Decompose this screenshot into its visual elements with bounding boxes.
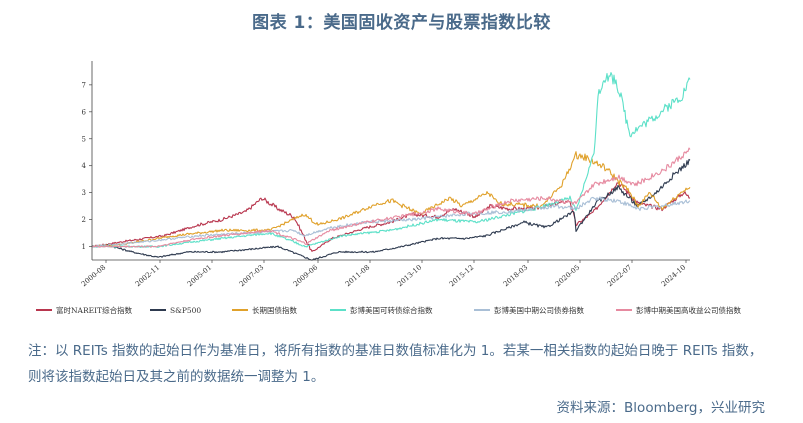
y-tick-label: 1 [82, 243, 86, 251]
legend-label-4: 彭博美国中期公司债券指数 [494, 305, 584, 315]
plot-layer [91, 72, 691, 261]
series-line-1 [91, 158, 691, 261]
legend: 富时NAREIT综合指数 S&P500 长期国债指数 彭博美国可转债综合指数 彭博美国中… [36, 305, 741, 315]
series-line-5 [91, 147, 691, 248]
y-tick-label: 2 [82, 216, 86, 224]
legend-label-1: S&P500 [170, 306, 201, 315]
x-tick-label: 2015-12 [448, 263, 475, 288]
data-source: 资料来源：Bloomberg，兴业研究 [556, 400, 765, 416]
y-tick-label: 4 [82, 162, 87, 170]
series-line-3 [91, 72, 691, 248]
legend-label-3: 彭博美国可转债综合指数 [350, 305, 433, 315]
chart-title: 图表 1：美国固收资产与股票指数比较 [252, 13, 551, 33]
x-tick-label: 2024-10 [660, 263, 687, 288]
x-tick-label: 2002-11 [134, 263, 161, 288]
legend-label-0: 富时NAREIT综合指数 [56, 305, 133, 315]
x-tick-label: 2009-06 [292, 263, 320, 288]
legend-label-2: 长期国债指数 [252, 305, 297, 315]
y-tick-label: 7 [82, 81, 86, 89]
chart-note: 注：以 REITs 指数的起始日作为基准日，将所有指数的基准日数值标准化为 1。… [28, 343, 763, 385]
x-tick-label: 2018-03 [502, 263, 529, 288]
y-tick-label: 3 [82, 189, 86, 197]
chart-area: 1 2 3 4 5 6 7 2000-08 2002-11 2005-01 2007-03 2009-… [36, 61, 741, 315]
series-line-4 [91, 196, 691, 248]
y-tick-label: 5 [82, 135, 86, 143]
x-tick-label: 2000-08 [80, 263, 107, 288]
x-tick-label: 2020-05 [554, 263, 581, 288]
legend-label-5: 彭博中期美国高收益公司债指数 [636, 305, 741, 315]
x-tick-label: 2011-08 [344, 263, 371, 288]
x-tick-label: 2007-03 [238, 263, 265, 288]
x-tick-label: 2005-01 [186, 263, 213, 288]
x-tick-label: 2013-10 [396, 263, 423, 288]
y-tick-label: 6 [82, 108, 87, 116]
x-tick-label: 2022-07 [606, 263, 633, 288]
